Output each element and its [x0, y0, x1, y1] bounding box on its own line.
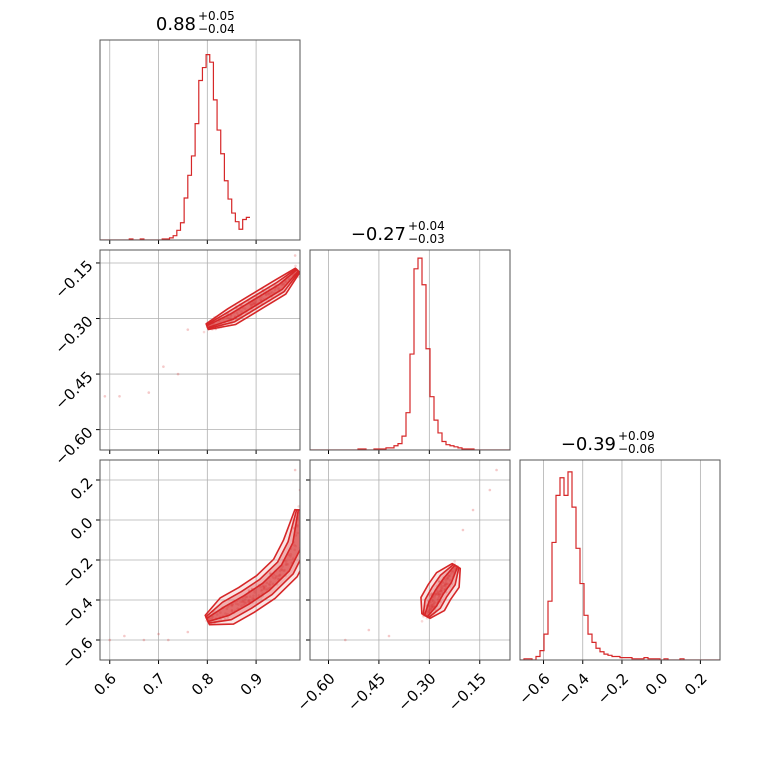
panel-hist-2: −0.27 +0.04−0.03 [309, 219, 511, 454]
title-lower-error: −0.03 [408, 232, 445, 246]
panel-hist-1: 0.88 +0.05−0.04 [99, 9, 301, 244]
scatter-layer [103, 254, 300, 398]
x-tick-label: −0.60 [294, 670, 339, 715]
panel-title: −0.27 +0.04−0.03 [351, 219, 445, 246]
x-tick-label: −0.15 [445, 670, 490, 715]
y-tick-label: 0.0 [67, 514, 97, 544]
scatter-outlier [147, 391, 151, 394]
scatter-point [297, 505, 300, 508]
y-tick-label: −0.60 [51, 423, 96, 468]
title-upper-error: +0.04 [408, 219, 445, 233]
contour-level-3 [423, 564, 459, 618]
panel-title: −0.39 +0.09−0.06 [561, 429, 655, 456]
x-tick-label: −0.4 [555, 670, 593, 708]
scatter-outlier [186, 630, 190, 634]
title-lower-error: −0.06 [618, 442, 655, 456]
histogram-bin [239, 229, 243, 240]
panel-frame [519, 459, 721, 661]
title-value: −0.39 [561, 434, 616, 455]
histogram-bin [418, 258, 422, 450]
scatter-outlier [343, 638, 347, 642]
scatter-point [301, 530, 304, 533]
contour-level-3 [206, 268, 300, 329]
scatter-point [269, 571, 272, 575]
panel-scatter-2-1: −0.15 −0.30 −0.45 −0.60 [51, 249, 301, 469]
title-lower-error: −0.04 [198, 22, 235, 36]
scatter-point [301, 519, 304, 522]
scatter-point [219, 618, 222, 622]
y-tick-label: −0.4 [58, 594, 96, 632]
scatter-outlier [461, 528, 465, 532]
histogram-bin [246, 217, 250, 240]
scatter-point [437, 579, 441, 583]
panel-title: 0.88 +0.05−0.04 [156, 9, 235, 36]
scatter-outlier [176, 372, 180, 376]
scatter-outlier [495, 468, 498, 472]
scatter-point [301, 512, 304, 515]
x-tick-label: 0.7 [139, 670, 169, 700]
scatter-outlier [162, 365, 165, 368]
scatter-point [303, 519, 306, 522]
title-value: 0.88 [156, 14, 196, 35]
scatter-outlier [108, 638, 112, 642]
panel-frame [99, 249, 301, 451]
y-tick-label: −0.30 [51, 312, 96, 357]
panel-frame [99, 459, 301, 661]
contour-level-3 [205, 509, 300, 623]
scatter-outlier [186, 328, 190, 331]
y-tick-label: −0.15 [51, 257, 96, 302]
panel-frame [309, 249, 511, 451]
scatter-outlier [387, 634, 391, 638]
histogram-bin [202, 68, 206, 240]
scatter-outlier [471, 508, 475, 512]
histogram-bin [206, 55, 210, 240]
y-tick-label: −0.2 [58, 554, 96, 592]
contour-level-1 [204, 508, 300, 626]
title-value: −0.27 [351, 224, 406, 245]
histogram-bin [560, 478, 564, 660]
panel-scatter-3-2: −0.60 −0.45 −0.30 −0.15 [294, 459, 511, 715]
scatter-layer [108, 468, 306, 642]
y-tick-label: −0.6 [58, 634, 96, 672]
scatter-point [226, 616, 229, 619]
x-tick-label: −0.45 [344, 670, 389, 715]
scatter-point [429, 593, 433, 596]
title-upper-error: +0.09 [618, 429, 655, 443]
panel-scatter-3-1: 0.6 0.7 0.8 0.9 0.2 0.0 −0.2−0.4−0.6 [58, 459, 306, 700]
histogram-step [520, 471, 720, 660]
scatter-point [247, 589, 251, 592]
scatter-outlier [123, 634, 126, 638]
scatter-outlier [367, 628, 371, 632]
histogram-bin [564, 495, 568, 660]
x-tick-label: 0.9 [237, 670, 267, 700]
scatter-outlier [103, 394, 107, 398]
x-tick-label: −0.2 [594, 670, 632, 708]
scatter-point [294, 264, 297, 268]
x-tick-label: −0.6 [515, 670, 553, 708]
scatter-outlier [142, 638, 146, 642]
histogram-step [100, 54, 250, 240]
x-tick-label: 0.6 [90, 670, 120, 700]
scatter-point [420, 619, 424, 623]
scatter-outlier [488, 488, 492, 492]
y-tick-label: 0.2 [67, 474, 97, 504]
title-upper-error: +0.05 [198, 9, 235, 23]
panel-frame [99, 39, 301, 241]
x-tick-label: 0.2 [681, 670, 711, 700]
x-tick-label: 0.8 [188, 670, 218, 700]
scatter-layer [343, 468, 498, 642]
scatter-outlier [118, 394, 121, 398]
panel-frame [309, 459, 511, 661]
scatter-outlier [157, 632, 160, 636]
y-tick-label: −0.45 [51, 368, 96, 413]
scatter-point [453, 560, 456, 563]
scatter-outlier [293, 468, 297, 472]
scatter-outlier [166, 638, 170, 642]
scatter-point [202, 330, 206, 334]
scatter-outlier [293, 254, 297, 257]
panel-hist-3: −0.39 +0.09−0.06 −0.6 −0.4 −0.2 0.0 0.2 [515, 429, 721, 708]
x-tick-label: 0.0 [642, 670, 672, 700]
x-tick-label: −0.30 [394, 670, 439, 715]
